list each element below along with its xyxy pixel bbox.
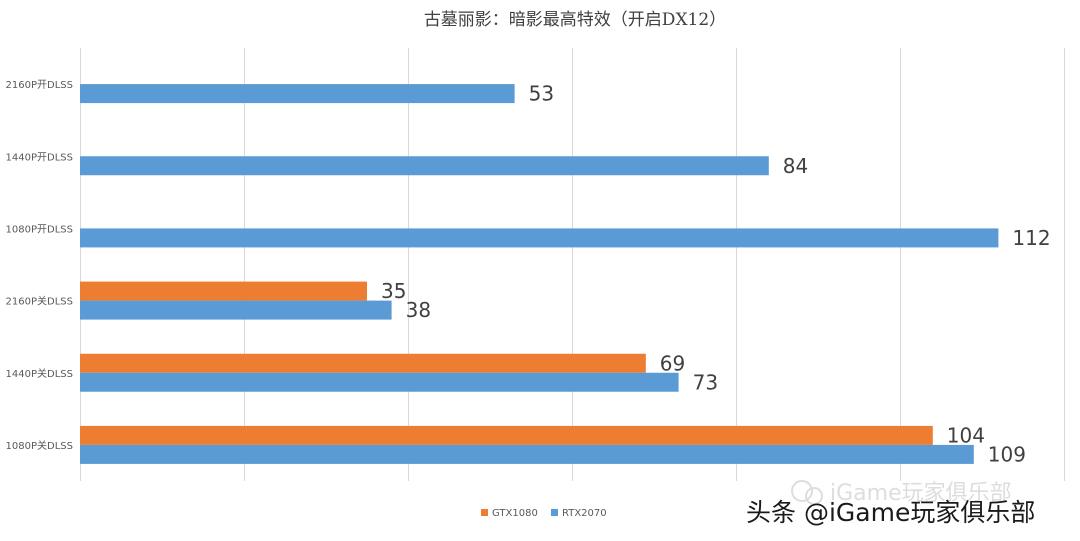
labels: 2160P开DLSS 53 1440P开DLSS 84 1080P开DLSS 112 216… bbox=[6, 80, 1051, 466]
bars bbox=[80, 84, 999, 464]
bar-rtx2070 bbox=[80, 156, 769, 176]
data-label: 38 bbox=[406, 298, 431, 322]
chart-title: 古墓丽影：暗影最高特效（开启DX12） bbox=[424, 10, 726, 30]
data-label: 53 bbox=[529, 82, 554, 106]
legend-swatch bbox=[551, 509, 558, 516]
data-label: 104 bbox=[947, 423, 985, 447]
grid-lines bbox=[80, 48, 1065, 481]
watermark-logo-icon bbox=[791, 480, 823, 505]
data-label: 35 bbox=[381, 279, 406, 303]
category-label: 1440P关DLSS bbox=[6, 367, 73, 380]
watermark-faint-text: iGame玩家俱乐部 bbox=[830, 481, 1012, 506]
bar-rtx2070 bbox=[80, 372, 679, 392]
bar-rtx2070 bbox=[80, 444, 974, 464]
legend-swatch bbox=[481, 509, 488, 516]
legend-label: GTX1080 bbox=[492, 508, 538, 519]
data-label: 73 bbox=[693, 370, 718, 394]
category-label: 1080P关DLSS bbox=[6, 439, 73, 452]
legend-label: RTX2070 bbox=[562, 508, 607, 519]
bar-gtx1080 bbox=[80, 425, 933, 445]
bar-rtx2070 bbox=[80, 300, 392, 320]
data-label: 84 bbox=[783, 154, 808, 178]
watermark-text: 头条 @iGame玩家俱乐部 bbox=[746, 498, 1035, 527]
category-label: 2160P开DLSS bbox=[6, 80, 73, 91]
category-label: 2160P关DLSS bbox=[6, 295, 73, 308]
bar-gtx1080 bbox=[80, 281, 367, 301]
bar-rtx2070 bbox=[80, 228, 999, 248]
bar-gtx1080 bbox=[80, 353, 646, 373]
data-label: 69 bbox=[660, 351, 685, 375]
data-label: 112 bbox=[1012, 226, 1050, 250]
category-label: 1080P开DLSS bbox=[6, 224, 73, 235]
category-label: 1440P开DLSS bbox=[6, 152, 73, 163]
bar-rtx2070 bbox=[80, 84, 515, 104]
legend: GTX1080 RTX2070 bbox=[481, 508, 607, 519]
data-label: 109 bbox=[988, 442, 1026, 466]
watermark: iGame玩家俱乐部 头条 @iGame玩家俱乐部 bbox=[746, 480, 1035, 527]
